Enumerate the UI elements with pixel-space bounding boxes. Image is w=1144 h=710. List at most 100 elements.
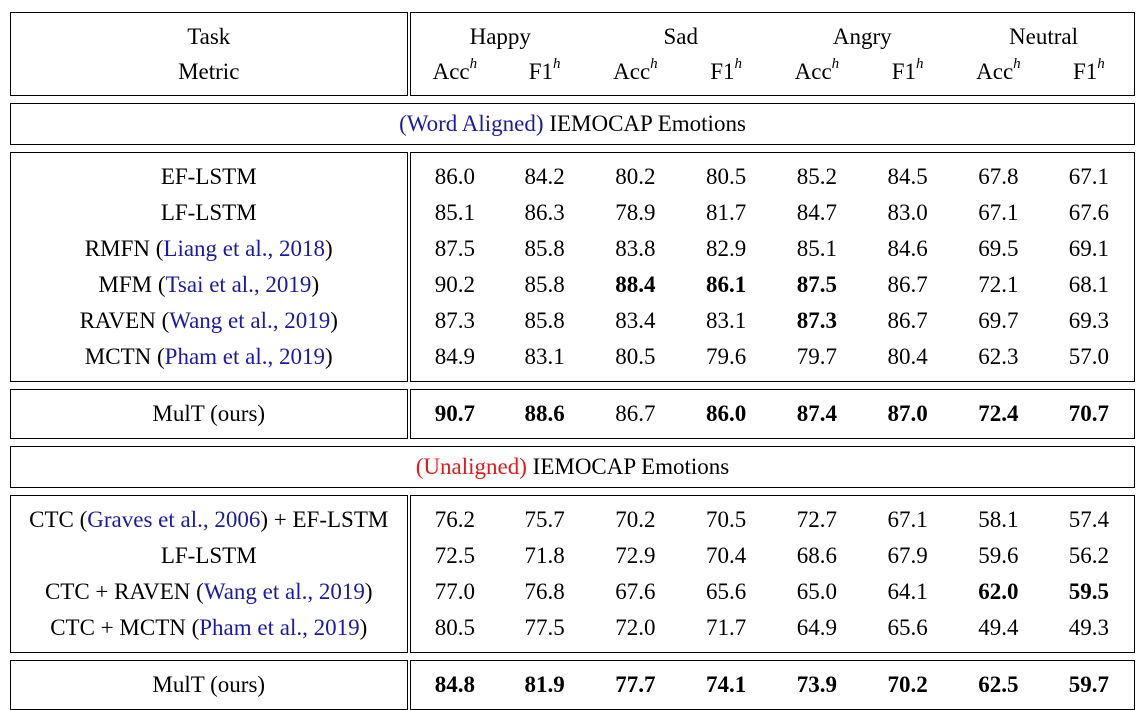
value-cell: 70.2 (590, 495, 681, 538)
value-cell: 67.6 (615, 579, 656, 604)
metric-text: F1 (710, 59, 735, 84)
section-word-aligned-title-row: (Word Aligned) IEMOCAP Emotions (9, 103, 1136, 145)
metric-text: F1 (891, 59, 917, 84)
value-cell: 83.8 (615, 236, 656, 261)
method-name: MCTN (Pham et al., 2019) (10, 339, 411, 382)
metric-acc-sad: Acch (590, 54, 681, 96)
metric-f1-happy: F1h (499, 54, 591, 96)
metric-acc-happy: Acch (408, 54, 500, 96)
citation-link[interactable]: Graves et al., 2006 (87, 507, 261, 532)
results-table-figure: Task Happy Sad Angry Neutral Metric Acch… (9, 12, 1136, 710)
citation-link[interactable]: Tsai et al., 2019 (165, 272, 312, 297)
section-word-aligned-title: (Word Aligned) IEMOCAP Emotions (9, 103, 1136, 145)
metric-superscript: h (916, 56, 924, 73)
value-cell: 90.2 (434, 272, 475, 297)
value-cell: 72.5 (434, 543, 475, 568)
table-row: CTC + MCTN (Pham et al., 2019) 80.5 77.5 72… (10, 610, 1136, 653)
citation-link[interactable]: Wang et al., 2019 (169, 308, 331, 333)
value-cell: 86.0 (680, 389, 772, 439)
value-cell: 78.9 (615, 200, 656, 225)
value-cell: 70.5 (680, 495, 772, 538)
value-cell: 76.8 (524, 579, 565, 604)
ours-row: MulT (ours) 90.7 88.6 86.7 86.0 87.4 87.0 72.4 7… (10, 389, 1136, 439)
value-cell: 86.7 (887, 272, 928, 297)
table-row: RMFN (Liang et al., 2018) 87.5 85.8 83.8 82.… (10, 231, 1136, 267)
metric-superscript: h (1013, 56, 1021, 73)
method-label-suffix: ) (325, 344, 333, 369)
table-row: LF-LSTM 72.5 71.8 72.9 70.4 68.6 67.9 59.6 56.2 (10, 538, 1136, 574)
value-cell: 72.9 (615, 543, 656, 568)
value-cell: 87.3 (796, 308, 838, 333)
value-cell: 80.5 (590, 339, 681, 382)
value-cell: 79.6 (680, 339, 772, 382)
value-cell: 74.1 (680, 660, 772, 710)
method-label-suffix: ) (325, 236, 333, 261)
value-cell: 85.2 (771, 152, 863, 195)
value-cell: 77.5 (499, 610, 591, 653)
value-cell: 84.5 (862, 152, 954, 195)
method-label: CTC ( (29, 507, 88, 532)
value-cell: 79.7 (771, 339, 863, 382)
method-name: MFM (Tsai et al., 2019) (10, 267, 411, 303)
value-cell: 87.5 (434, 236, 475, 261)
metric-f1-sad: F1h (680, 54, 772, 96)
value-cell: 49.3 (1043, 610, 1136, 653)
value-cell: 88.4 (615, 272, 656, 297)
method-label: MulT (ours) (152, 401, 266, 426)
metric-acc-neutral: Acch (953, 54, 1044, 96)
value-cell: 67.1 (1043, 152, 1136, 195)
table-row: RAVEN (Wang et al., 2019) 87.3 85.8 83.4 83.… (10, 303, 1136, 339)
metric-text: Acc (976, 59, 1014, 84)
value-cell: 86.0 (408, 152, 500, 195)
value-cell: 76.2 (408, 495, 500, 538)
citation-link[interactable]: Pham et al., 2019 (164, 344, 326, 369)
method-label-suffix: ) + EF-LSTM (260, 507, 389, 532)
metric-acc-angry: Acch (771, 54, 863, 96)
metric-text: F1 (528, 59, 554, 84)
section-word-aligned-title-suffix: IEMOCAP Emotions (543, 111, 746, 136)
citation-link[interactable]: Pham et al., 2019 (199, 615, 360, 640)
value-cell: 69.5 (978, 236, 1019, 261)
value-cell: 59.7 (1043, 660, 1136, 710)
method-name: CTC (Graves et al., 2006) + EF-LSTM (10, 495, 411, 538)
value-cell: 90.7 (408, 389, 500, 439)
value-cell: 77.7 (590, 660, 681, 710)
task-happy: Happy (408, 12, 591, 54)
value-cell: 84.7 (796, 200, 838, 225)
method-label: MulT (ours) (152, 672, 266, 697)
value-cell: 87.3 (434, 308, 475, 333)
method-label-suffix: ) (330, 308, 338, 333)
value-cell: 85.8 (524, 236, 565, 261)
value-cell: 67.8 (953, 152, 1044, 195)
row-gap (11, 439, 1135, 447)
value-cell: 77.0 (434, 579, 475, 604)
value-cell: 73.9 (771, 660, 863, 710)
citation-link[interactable]: Wang et al., 2019 (203, 579, 365, 604)
value-cell: 71.8 (524, 543, 565, 568)
value-cell: 82.9 (706, 236, 747, 261)
metric-f1-angry: F1h (862, 54, 954, 96)
value-cell: 68.6 (796, 543, 838, 568)
table-row: MFM (Tsai et al., 2019) 90.2 85.8 88.4 86.1 8… (10, 267, 1136, 303)
method-label: EF-LSTM (160, 164, 257, 189)
value-cell: 75.7 (499, 495, 591, 538)
ours-row: MulT (ours) 84.8 81.9 77.7 74.1 73.9 70.2 62.5 5… (10, 660, 1136, 710)
metric-superscript: h (831, 56, 840, 73)
value-cell: 72.1 (978, 272, 1019, 297)
value-cell: 72.4 (953, 389, 1044, 439)
metric-text: Acc (432, 59, 470, 84)
gap-cell (11, 96, 1135, 104)
section-unaligned-title: (Unaligned) IEMOCAP Emotions (9, 446, 1136, 488)
value-cell: 80.2 (590, 152, 681, 195)
task-angry: Angry (771, 12, 954, 54)
value-cell: 59.6 (978, 543, 1019, 568)
value-cell: 83.1 (499, 339, 591, 382)
method-label: RMFN ( (84, 236, 164, 261)
method-name: EF-LSTM (10, 152, 411, 195)
method-label-suffix: ) (311, 272, 320, 297)
row-gap (11, 96, 1135, 104)
citation-link[interactable]: Liang et al., 2018 (163, 236, 326, 261)
value-cell: 85.1 (434, 200, 475, 225)
gap-cell (11, 145, 1135, 153)
header-metric-row: Metric Acch F1h Acch F1h Acch F1h Acch F1h (10, 54, 1136, 96)
